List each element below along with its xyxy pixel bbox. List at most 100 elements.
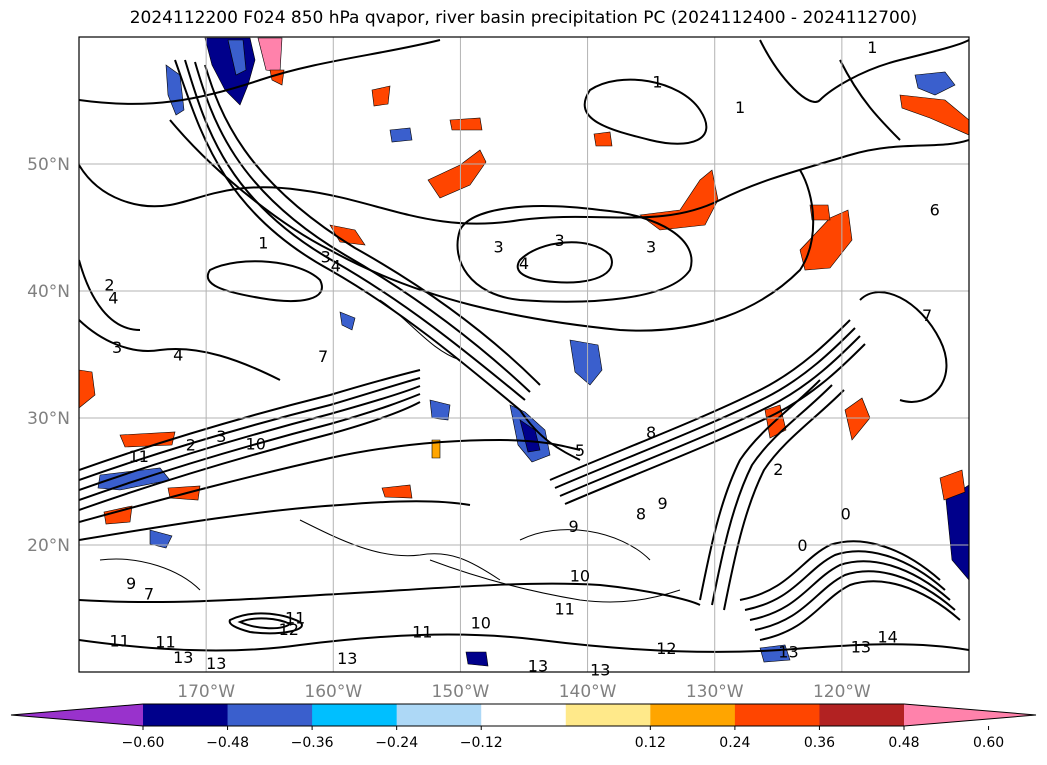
contour-label: 10: [570, 566, 590, 585]
neg-anomaly-region: [465, 651, 489, 667]
contour-line: [79, 319, 281, 381]
neg-anomaly-region: [569, 339, 603, 386]
contour-line: [549, 319, 851, 481]
contour-line: [429, 559, 681, 603]
map-grid: [79, 37, 969, 672]
pos-anomaly-region: [844, 397, 871, 441]
colorbar-tick-label: −0.48: [206, 735, 249, 751]
pos-anomaly-region: [119, 431, 176, 448]
colorbar-segment: [650, 704, 736, 726]
contour-line: [79, 259, 141, 331]
lat-tick-label: 40°N: [27, 282, 70, 302]
colorbar-segment: [143, 704, 229, 726]
contour-label: 4: [173, 346, 183, 365]
lat-tick-label: 20°N: [27, 536, 70, 556]
contour-line: [744, 550, 946, 611]
contour-label: 0: [797, 536, 807, 555]
contour-label: 1: [258, 234, 268, 253]
contour-line: [759, 580, 961, 641]
contour-label: 10: [471, 613, 491, 632]
neg-anomaly-region: [389, 127, 413, 143]
contour-line: [379, 299, 461, 361]
contour-label: 2: [186, 436, 196, 455]
colorbar-tick-label: −0.60: [122, 735, 165, 751]
contour-line: [299, 519, 501, 581]
contour-line: [554, 327, 856, 489]
pos-anomaly-region: [449, 117, 483, 131]
neg-anomaly-region: [429, 399, 451, 421]
contour-label: 10: [246, 434, 266, 453]
colorbar-tick-label: −0.24: [375, 735, 418, 751]
contour-label: 3: [493, 238, 503, 257]
contour-label: 11: [412, 622, 432, 641]
neg-anomaly-region: [149, 529, 173, 549]
contour-line: [559, 335, 861, 497]
contour-label: 7: [922, 306, 932, 325]
contour-line: [79, 393, 421, 501]
colorbar-tick-label: 0.36: [804, 735, 835, 751]
colorbar-segment: [734, 704, 820, 726]
qvapor-contours: [79, 39, 969, 653]
contour-label: 13: [528, 657, 548, 676]
contour-line: [79, 139, 969, 225]
neg-anomaly-region: [227, 39, 247, 76]
contour-label: 9: [657, 494, 667, 513]
contour-label: 2: [104, 276, 114, 295]
neg-anomaly-region: [339, 311, 356, 331]
colorbar-extend-low: [11, 704, 143, 726]
contour-label: 3: [321, 248, 331, 267]
contour-line: [169, 119, 815, 332]
colorbar-segment: [312, 704, 398, 726]
neg-anomaly-region: [97, 467, 171, 491]
contour-label: 9: [126, 574, 136, 593]
contour-line: [564, 343, 866, 505]
contour-line: [839, 59, 901, 141]
contour-line: [206, 260, 323, 302]
colorbar-tick-label: −0.12: [460, 735, 503, 751]
contour-label: 13: [206, 654, 226, 673]
contour-line: [237, 617, 292, 630]
pos-anomaly-region: [381, 484, 413, 499]
pos-anomaly-region: [939, 469, 966, 501]
contour-label: 12: [279, 620, 299, 639]
contour-line: [749, 560, 951, 621]
contour-label: 5: [575, 441, 585, 460]
chart-title: 2024112200 F024 850 hPa qvapor, river ba…: [129, 8, 918, 28]
contour-line: [79, 39, 441, 105]
contour-label: 13: [590, 660, 610, 679]
contour-label: 13: [778, 643, 798, 662]
pos-anomaly-region: [809, 204, 831, 221]
contour-label: 14: [877, 627, 897, 646]
longitude-ticks: 170°W 160°W 150°W 140°W 130°W 120°W: [177, 682, 871, 702]
map-frame: [78, 36, 970, 673]
contour-line: [723, 389, 845, 611]
contour-line: [174, 59, 581, 461]
contour-label: 4: [519, 254, 529, 273]
latitude-ticks: 50°N 40°N 30°N 20°N: [27, 155, 70, 556]
contour-label: 7: [318, 347, 328, 366]
neg-anomaly-region: [914, 71, 956, 96]
lon-tick-label: 170°W: [177, 682, 235, 702]
lat-tick-label: 30°N: [27, 409, 70, 429]
colorbar-segment: [227, 704, 313, 726]
pos-anomaly-region: [427, 149, 487, 199]
contour-line: [699, 379, 821, 601]
pos-anomaly-region: [899, 94, 969, 136]
contour-line: [516, 241, 613, 284]
contour-label: 7: [144, 584, 154, 603]
lon-tick-label: 160°W: [304, 682, 362, 702]
colorbar-segment: [565, 704, 651, 726]
contour-line: [711, 384, 833, 606]
contour-label: 2: [773, 460, 783, 479]
colorbar-segment: [481, 704, 567, 726]
contour-line: [79, 401, 421, 511]
contour-label: 11: [555, 600, 575, 619]
lat-tick-label: 50°N: [27, 155, 70, 175]
pos-anomaly-region: [593, 131, 613, 147]
colorbar-tick-label: 0.48: [888, 735, 919, 751]
contour-line: [79, 369, 421, 471]
contour-line: [99, 558, 201, 591]
contour-label: 12: [656, 639, 676, 658]
contour-label: 13: [337, 649, 357, 668]
